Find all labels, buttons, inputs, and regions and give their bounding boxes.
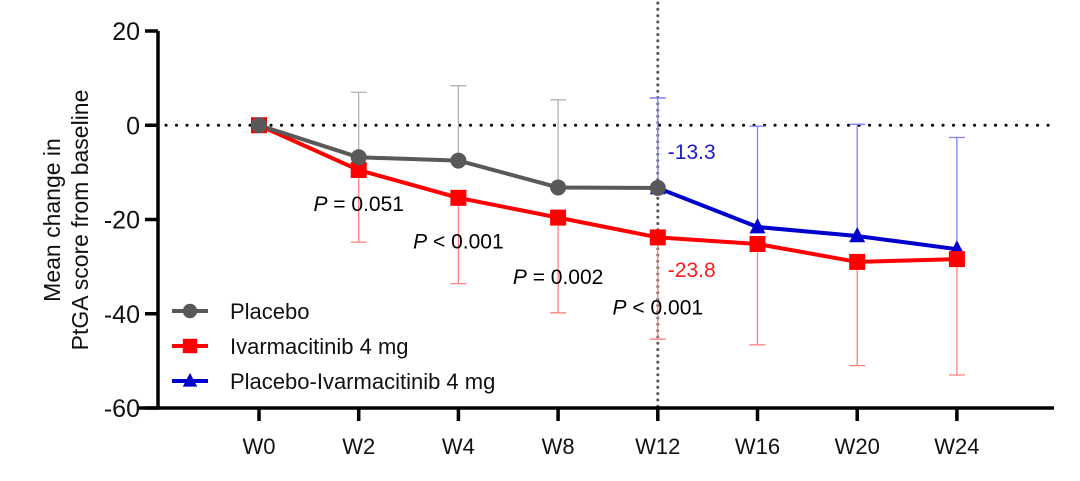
y-tick-label: 20 (112, 18, 140, 46)
marker-1-w24 (948, 251, 965, 268)
legend: Placebo Ivarmacitinib 4 mg Placebo-Ivarmac… (172, 299, 495, 394)
legend-marker-2 (182, 372, 198, 387)
marker-0-w2 (350, 149, 367, 166)
marker-1-w2 (350, 162, 367, 179)
marker-0-w12 (649, 179, 666, 196)
axes (138, 29, 1054, 421)
p-value: = 0.002 (527, 266, 603, 289)
marker-2-w16 (749, 218, 766, 234)
reference-lines (164, 1, 1056, 410)
x-tick-label: W2 (342, 434, 375, 459)
error-bars (350, 85, 965, 376)
annotation-4: -13.3 (668, 141, 716, 164)
p-symbol: P (513, 266, 527, 289)
y-tick-label: 0 (126, 112, 140, 140)
y-axis-label-line-2: PtGA score from baseline (67, 90, 93, 351)
y-tick-label: -60 (104, 395, 140, 423)
y-axis-label: Mean change in PtGA score from baseline (39, 90, 93, 351)
y-axis-label-line-1: Mean change in (39, 138, 65, 302)
legend-label-2: Placebo-Ivarmacitinib 4 mg (230, 369, 495, 394)
legend-label-0: Placebo (230, 299, 310, 324)
marker-1-w16 (749, 236, 766, 253)
x-tick-label: W0 (243, 434, 276, 459)
annotation-1: P < 0.001 (413, 231, 504, 254)
p-symbol: P (313, 193, 327, 216)
marker-0-w4 (450, 152, 467, 169)
legend-label-1: Ivarmacitinib 4 mg (230, 334, 409, 359)
legend-marker-0 (182, 303, 198, 319)
annotation-5: -23.8 (668, 259, 716, 282)
p-value: < 0.001 (427, 231, 503, 254)
annotation-3: P < 0.001 (613, 297, 704, 320)
x-tick-label: W24 (934, 434, 979, 459)
x-tick-label: W20 (835, 434, 880, 459)
y-tick-label: -40 (104, 301, 140, 329)
x-tick-label: W16 (735, 434, 780, 459)
series-line-2 (657, 186, 958, 252)
marker-1-w20 (849, 253, 866, 270)
marker-0-w0 (251, 117, 267, 134)
p-symbol: P (613, 297, 627, 320)
p-value: = 0.051 (327, 193, 403, 216)
x-tick-label: W8 (542, 434, 575, 459)
legend-marker-1 (182, 338, 198, 354)
series-line-1 (258, 123, 957, 264)
marker-1-w8 (550, 209, 567, 226)
annotation-0: P = 0.051 (313, 193, 404, 216)
x-tick-label: W4 (442, 434, 475, 459)
p-symbol: P (413, 231, 427, 254)
y-tick-label: -20 (104, 207, 140, 235)
marker-1-w4 (450, 189, 467, 206)
x-tick-label: W12 (635, 434, 680, 459)
marker-0-w8 (550, 179, 567, 196)
marker-1-w12 (649, 229, 666, 246)
annotation-2: P = 0.002 (513, 266, 604, 289)
marker-2-w20 (849, 226, 866, 243)
tick-labels: 20 0 -20 -40 -60 W0 W2 W4 W8 W12 W16 W20 W24 (104, 18, 980, 459)
series-markers (251, 117, 965, 270)
p-value: < 0.001 (627, 297, 703, 320)
